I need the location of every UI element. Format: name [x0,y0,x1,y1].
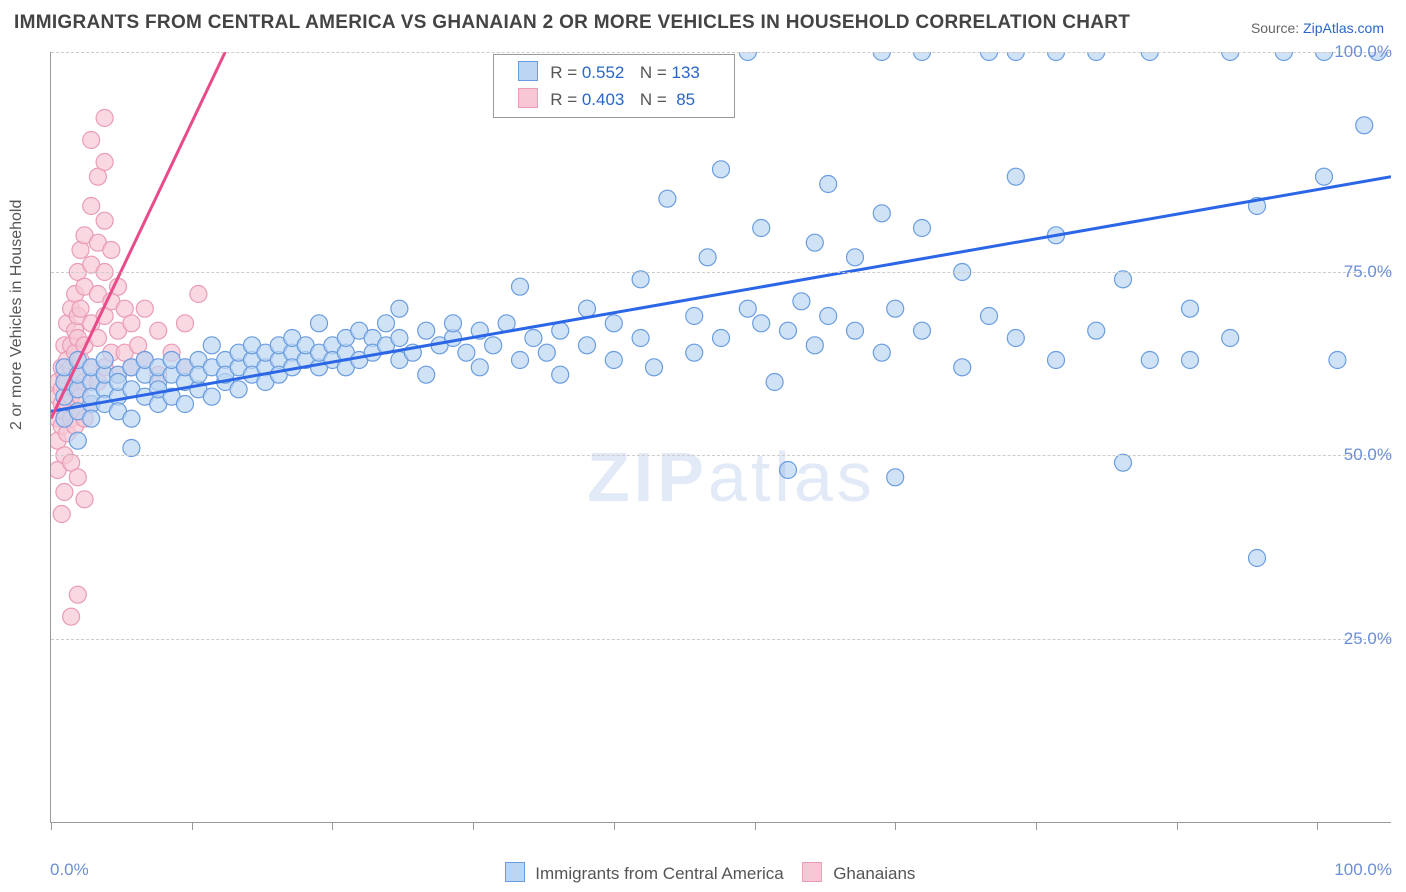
y-tick-label: 100.0% [1334,42,1392,62]
legend-label-series2: Ghanaians [833,864,915,883]
source-link[interactable]: ZipAtlas.com [1303,20,1384,36]
source-prefix: Source: [1251,20,1303,36]
swatch-series2 [802,862,822,882]
correlation-legend: R = 0.552N = 133R = 0.403N = 85 [493,54,734,118]
plot-svg [51,52,1391,822]
source-credit: Source: ZipAtlas.com [1251,20,1384,36]
y-tick-label: 50.0% [1344,445,1392,465]
y-axis-label: 2 or more Vehicles in Household [8,200,26,430]
y-tick-label: 25.0% [1344,629,1392,649]
swatch-series1 [505,862,525,882]
y-tick-label: 75.0% [1344,262,1392,282]
series-legend: Immigrants from Central America Ghanaian… [0,862,1406,884]
chart-title: IMMIGRANTS FROM CENTRAL AMERICA VS GHANA… [14,12,1130,34]
legend-label-series1: Immigrants from Central America [535,864,783,883]
scatter-plot: ZIPatlas R = 0.552N = 133R = 0.403N = 85 [50,52,1391,823]
